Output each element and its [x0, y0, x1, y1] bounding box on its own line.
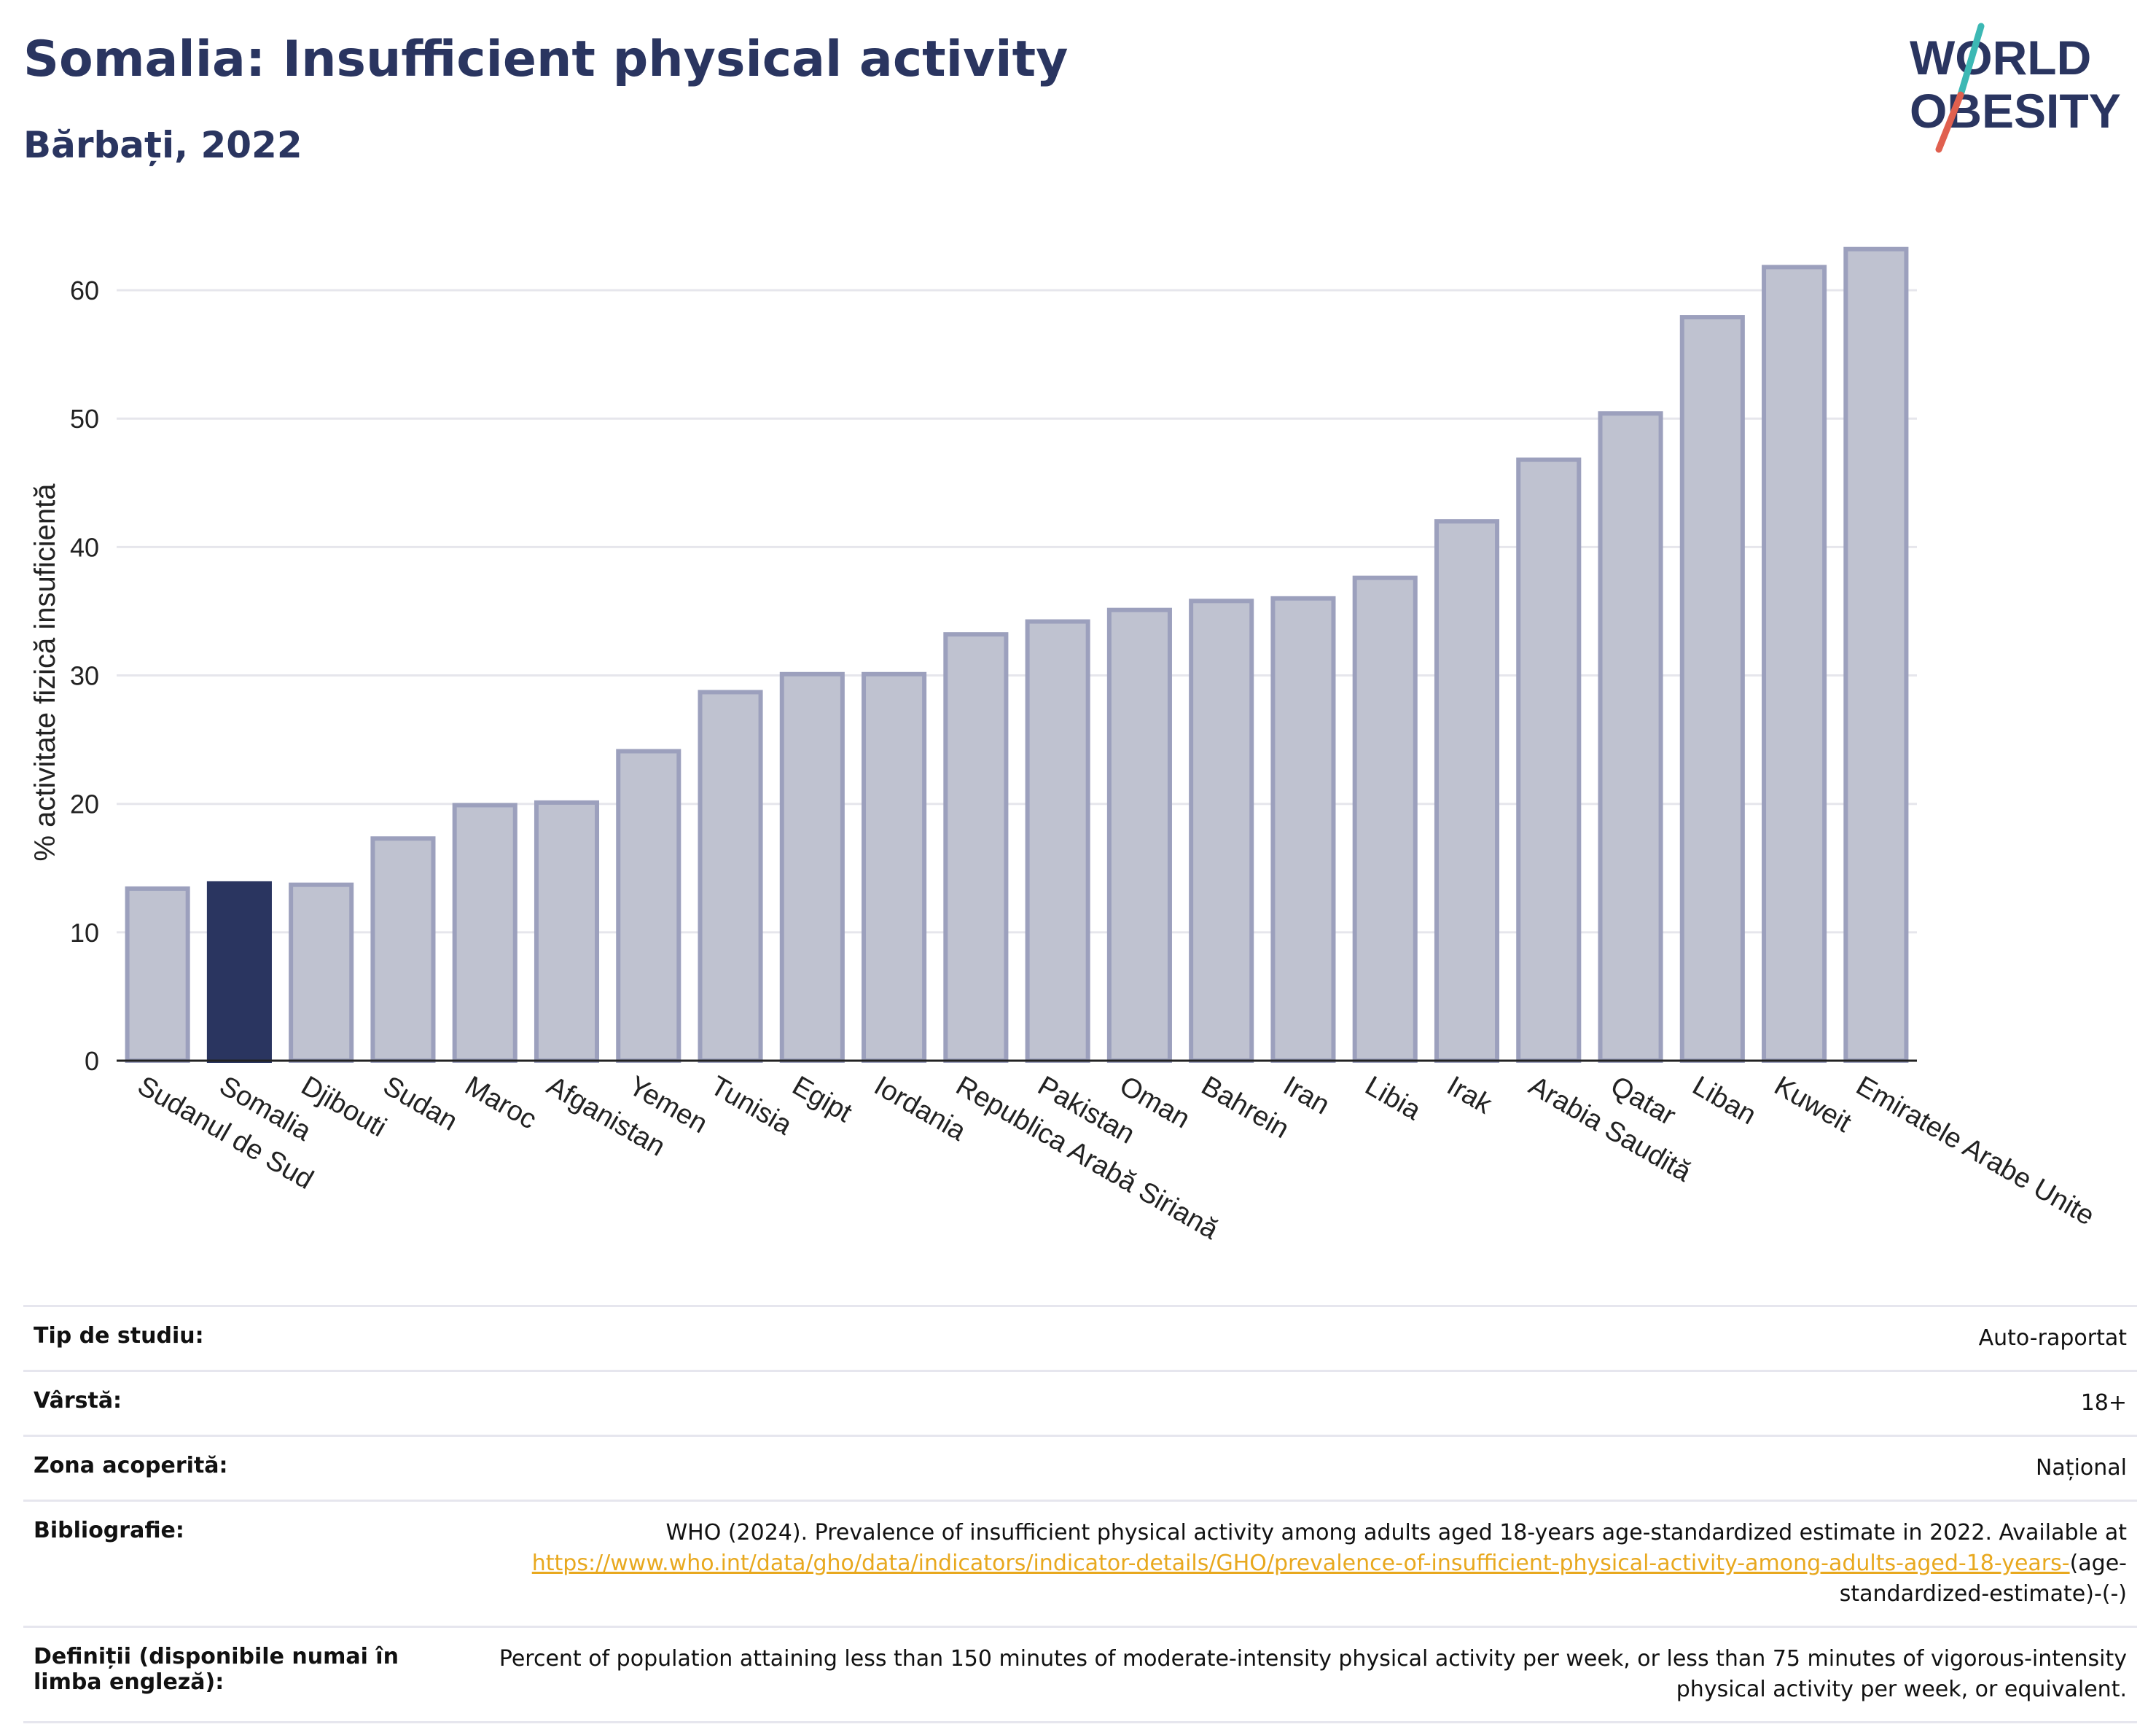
bar-yemen [616, 749, 681, 1063]
info-row-bibliography: Bibliografie: WHO (2024). Prevalence of … [23, 1500, 2137, 1627]
bar-emiratele-arabe-unite [1843, 246, 1909, 1064]
y-tick-label: 20 [70, 789, 99, 819]
bar-kuweit [1762, 265, 1827, 1063]
bar-bahrein [1189, 599, 1254, 1063]
x-tick-label: Irak [1442, 1070, 1498, 1120]
bar-liban [1679, 315, 1745, 1064]
info-row-age: Vârstă: 18+ [23, 1370, 2137, 1436]
x-tick-label: Kuweit [1769, 1070, 1856, 1139]
bar-libia [1352, 575, 1418, 1063]
age-label: Vârstă: [23, 1370, 471, 1436]
bar-iran [1270, 596, 1336, 1063]
y-tick-label: 60 [70, 276, 99, 305]
age-value: 18+ [471, 1370, 2137, 1436]
definitions-label: Definiții (disponibile numai în limba en… [23, 1626, 471, 1723]
x-tick-label: Iordania [869, 1070, 972, 1147]
bibliography-value: WHO (2024). Prevalence of insufficient p… [471, 1500, 2137, 1627]
bibliography-link[interactable]: https://www.who.int/data/gho/data/indica… [531, 1551, 2070, 1576]
y-tick-label: 0 [85, 1046, 99, 1076]
bar-maroc [452, 803, 517, 1063]
area-label: Zona acoperită: [23, 1435, 471, 1501]
bibliography-text: WHO (2024). Prevalence of insufficient p… [665, 1520, 2127, 1545]
logo-text-world: WORLD [1910, 31, 2091, 85]
y-axis-title: % activitate fizică insuficientă [29, 483, 61, 862]
x-tick-label: Egipt [787, 1070, 857, 1128]
x-tick-label: Maroc [460, 1070, 542, 1135]
study-type-label: Tip de studiu: [23, 1305, 471, 1371]
y-tick-labels: 0 10 20 30 40 50 60 [70, 276, 99, 1076]
page-subtitle: Bărbați, 2022 [23, 124, 302, 166]
y-tick-label: 40 [70, 532, 99, 562]
x-tick-label: Liban [1687, 1070, 1762, 1131]
bar-sudan [370, 836, 436, 1064]
bar-tunisia [698, 690, 763, 1063]
bar-egipt [779, 671, 845, 1063]
x-tick-label: Bahrein [1196, 1070, 1294, 1145]
x-tick-label: Emiratele Arabe Unite [1851, 1070, 2099, 1231]
bar-iordania [862, 671, 927, 1063]
study-type-value: Auto-raportat [471, 1305, 2137, 1371]
info-table: Tip de studiu: Auto-raportat Vârstă: 18+… [23, 1305, 2137, 1723]
logo-slash-teal [1957, 23, 1985, 98]
y-tick-label: 50 [70, 404, 99, 434]
bar-qatar [1598, 411, 1663, 1063]
bar-djibouti [289, 882, 354, 1063]
bar-oman [1106, 607, 1172, 1063]
y-tick-label: 30 [70, 661, 99, 691]
bar-afganistan [534, 800, 600, 1064]
x-tick-label: Djibouti [296, 1070, 391, 1143]
page-title: Somalia: Insufficient physical activity [23, 31, 1069, 88]
logo-slash-red [1935, 91, 1964, 153]
bar-arabia-saudit- [1516, 457, 1582, 1063]
world-obesity-logo: WORLD OBESITY [1910, 23, 2121, 153]
bibliography-suffix: (age-standardized-estimate)-(-) [1839, 1551, 2127, 1607]
bar-chart: 0 10 20 30 40 50 60 Sudanul de SudSomaliaDjibo… [29, 246, 2100, 1246]
x-tick-label: Tunisia [706, 1070, 798, 1141]
bar-republica-arab-sirian- [943, 632, 1009, 1063]
definitions-value: Percent of population attaining less tha… [471, 1626, 2137, 1723]
bar-somalia [206, 881, 272, 1064]
bar-pakistan [1025, 619, 1090, 1063]
info-row-definitions: Definiții (disponibile numai în limba en… [23, 1626, 2137, 1723]
bibliography-label: Bibliografie: [23, 1500, 471, 1627]
bar-sudanul-de-sud [125, 886, 190, 1064]
info-row-study-type: Tip de studiu: Auto-raportat [23, 1305, 2137, 1371]
y-tick-label: 10 [70, 918, 99, 948]
bars-layer [125, 246, 1909, 1064]
x-tick-label: Sudan [378, 1070, 462, 1136]
area-value: Național [471, 1435, 2137, 1501]
x-tick-label: Libia [1360, 1070, 1426, 1126]
bar-irak [1434, 519, 1500, 1063]
info-row-area: Zona acoperită: Național [23, 1435, 2137, 1501]
